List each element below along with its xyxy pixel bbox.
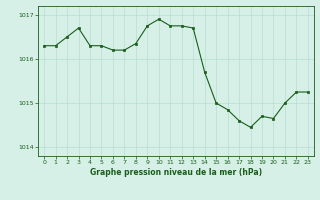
X-axis label: Graphe pression niveau de la mer (hPa): Graphe pression niveau de la mer (hPa) [90, 168, 262, 177]
